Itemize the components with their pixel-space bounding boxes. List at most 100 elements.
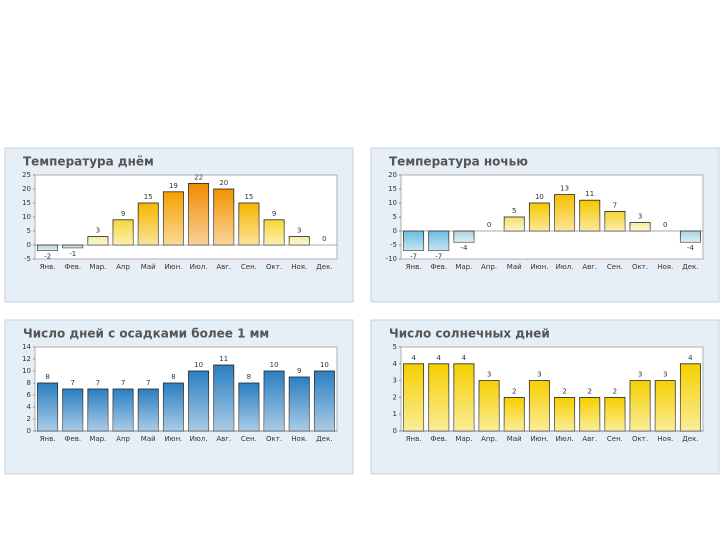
- x-tick-label: Июн.: [530, 435, 548, 443]
- y-tick-label: 2: [27, 415, 31, 423]
- value-label: 10: [270, 361, 279, 369]
- bar-shine: [630, 222, 651, 231]
- y-tick-label: 4: [393, 360, 398, 368]
- bar-shine: [529, 203, 550, 231]
- chart-title: Число дней с осадками более 1 мм: [23, 327, 269, 341]
- value-label: -1: [69, 250, 76, 258]
- bar-shine: [630, 380, 651, 431]
- y-tick-label: 20: [22, 185, 31, 193]
- x-tick-label: Июл.: [190, 435, 208, 443]
- x-tick-label: Фев.: [430, 263, 447, 271]
- bar-shine: [604, 397, 625, 431]
- x-tick-label: Сен.: [607, 263, 623, 271]
- x-tick-label: Дек.: [316, 263, 332, 271]
- value-label: 13: [560, 185, 569, 193]
- value-label: 8: [171, 373, 175, 381]
- y-tick-label: 5: [393, 343, 397, 351]
- x-tick-label: Дек.: [316, 435, 332, 443]
- x-tick-label: Янв.: [40, 435, 56, 443]
- x-tick-label: Авг.: [582, 435, 597, 443]
- x-tick-label: Май: [507, 435, 522, 443]
- x-tick-label: Фев.: [64, 263, 81, 271]
- x-tick-label: Авг.: [582, 263, 597, 271]
- x-tick-label: Июл.: [190, 263, 208, 271]
- value-label: 7: [613, 201, 617, 209]
- bar-shine: [62, 245, 83, 248]
- bar-shine: [138, 389, 159, 431]
- y-tick-label: 3: [393, 377, 397, 385]
- x-tick-label: Окт.: [632, 435, 648, 443]
- value-label: 2: [512, 387, 516, 395]
- x-tick-label: Май: [507, 263, 522, 271]
- x-tick-label: Мар.: [455, 435, 472, 443]
- value-label: 9: [297, 367, 301, 375]
- y-tick-label: 0: [393, 427, 397, 435]
- value-label: 10: [320, 361, 329, 369]
- value-label: 0: [487, 221, 491, 229]
- x-tick-label: Апр.: [481, 263, 497, 271]
- value-label: 9: [272, 210, 276, 218]
- value-label: 8: [247, 373, 251, 381]
- value-label: 3: [638, 213, 642, 221]
- value-label: 5: [512, 207, 516, 215]
- bar-shine: [554, 397, 575, 431]
- y-tick-label: 5: [393, 213, 397, 221]
- bar-shine: [453, 363, 474, 431]
- bar-shine: [62, 389, 83, 431]
- bar-shine: [113, 219, 134, 245]
- bar-shine: [113, 389, 134, 431]
- x-tick-label: Сен.: [607, 435, 623, 443]
- value-label: 19: [169, 182, 178, 190]
- y-tick-label: -10: [386, 255, 397, 263]
- value-label: 11: [219, 355, 228, 363]
- value-label: 15: [244, 193, 253, 201]
- value-label: 7: [121, 379, 125, 387]
- bar-shine: [579, 200, 600, 231]
- value-label: 4: [411, 354, 416, 362]
- bar-shine: [289, 377, 310, 431]
- bar-shine: [37, 383, 58, 431]
- x-tick-label: Сен.: [241, 263, 257, 271]
- y-tick-label: 10: [22, 213, 31, 221]
- x-tick-label: Июл.: [556, 435, 574, 443]
- x-tick-label: Авг.: [216, 435, 231, 443]
- value-label: -7: [435, 253, 442, 261]
- value-label: 10: [194, 361, 203, 369]
- value-label: 2: [588, 387, 592, 395]
- bar-shine: [579, 397, 600, 431]
- y-tick-label: 25: [22, 171, 31, 179]
- x-tick-label: Мар.: [89, 435, 106, 443]
- y-tick-label: 10: [22, 367, 31, 375]
- bar-shine: [428, 363, 449, 431]
- bar-shine: [428, 231, 449, 251]
- x-tick-label: Окт.: [266, 263, 282, 271]
- bar-shine: [529, 380, 550, 431]
- y-tick-label: 6: [27, 391, 32, 399]
- value-label: 10: [535, 193, 544, 201]
- bar-shine: [680, 363, 701, 431]
- bar-shine: [504, 397, 525, 431]
- bar-shine: [37, 245, 58, 251]
- value-label: 3: [638, 371, 642, 379]
- bar-shine: [213, 189, 234, 245]
- x-tick-label: Окт.: [266, 435, 282, 443]
- value-label: 0: [663, 221, 667, 229]
- y-tick-label: 12: [22, 355, 31, 363]
- bar-shine: [188, 371, 209, 431]
- bar-shine: [289, 236, 310, 245]
- value-label: -4: [687, 244, 695, 252]
- bar-shine: [604, 211, 625, 231]
- chart-title: Температура ночью: [389, 155, 528, 169]
- x-tick-label: Ноя.: [657, 263, 673, 271]
- bar-shine: [188, 183, 209, 245]
- y-tick-label: 0: [27, 427, 31, 435]
- bar-shine: [504, 217, 525, 231]
- value-label: 11: [585, 190, 594, 198]
- y-tick-label: -5: [24, 255, 31, 263]
- x-tick-label: Ноя.: [291, 263, 307, 271]
- y-tick-label: 0: [27, 241, 31, 249]
- y-tick-label: 5: [27, 227, 31, 235]
- x-tick-label: Май: [141, 435, 156, 443]
